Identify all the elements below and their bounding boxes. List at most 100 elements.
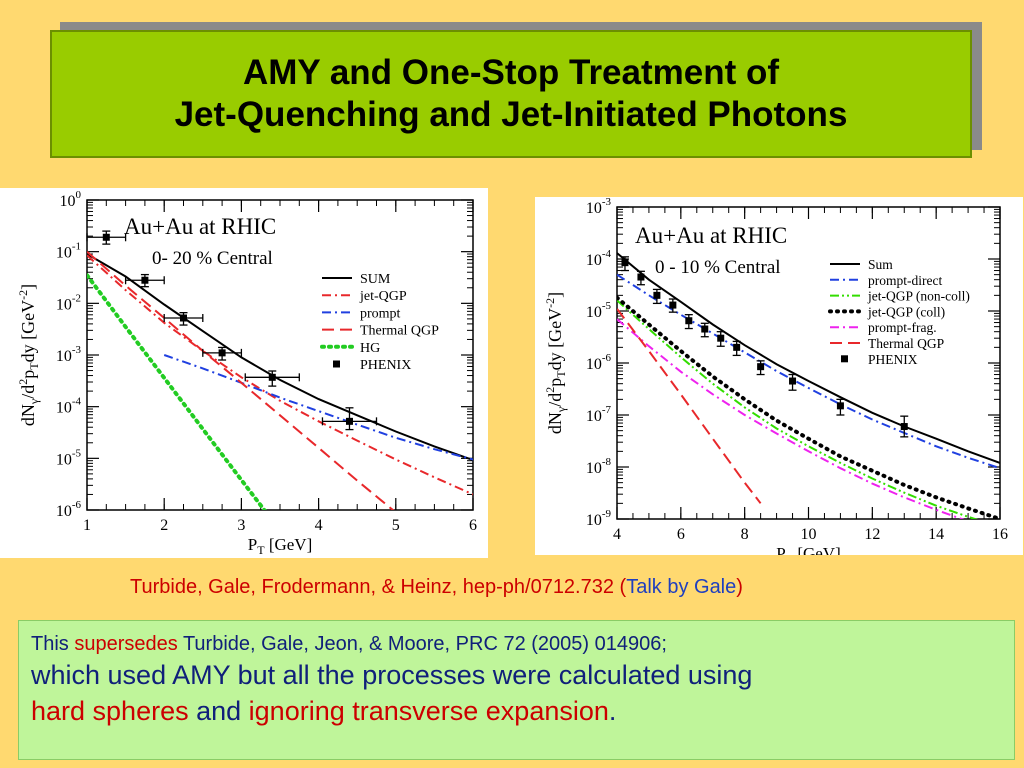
y-tick-base: 10: [56, 503, 72, 520]
y-tick-base: 10: [586, 304, 602, 321]
y-tick-exponent: -6: [72, 499, 82, 511]
y-tick-base: 10: [60, 193, 76, 210]
y-tick-exponent: -4: [602, 248, 612, 260]
legend-label: Thermal QGP: [868, 336, 944, 351]
y-tick-label: 10-7: [586, 404, 612, 425]
y-tick-base: 10: [586, 356, 602, 373]
note-reference: Turbide, Gale, Jeon, & Moore, PRC 72 (20…: [177, 633, 667, 655]
y-tick-exponent: -7: [602, 404, 612, 416]
data-point: [141, 276, 149, 284]
series-line-4: [617, 318, 965, 519]
legend-label: prompt-frag.: [868, 320, 937, 335]
data-point: [653, 291, 661, 299]
plot-frame: [616, 206, 1001, 520]
x-tick-label: 4: [613, 526, 621, 543]
legend-label: PHENIX: [360, 358, 411, 373]
y-tick-base: 10: [586, 460, 602, 477]
note-box: This supersedes Turbide, Gale, Jeon, & M…: [18, 620, 1015, 760]
series-line-0: [617, 252, 1000, 464]
note-period: .: [608, 696, 617, 726]
legend-label: jet-QGP: [359, 289, 407, 304]
x-tick-label: 10: [801, 526, 817, 543]
data-point: [685, 317, 693, 325]
legend-label: prompt-direct: [868, 273, 942, 288]
y-tick-exponent: -3: [602, 197, 612, 208]
annotation-line-1: Au+Au at RHIC: [124, 214, 276, 239]
y-tick-exponent: -2: [72, 292, 81, 304]
legend-marker: [333, 360, 340, 368]
y-tick-base: 10: [586, 252, 602, 269]
note-and: and: [188, 696, 249, 726]
slide-title: AMY and One-Stop Treatment of Jet-Quench…: [50, 30, 972, 158]
data-point: [621, 259, 629, 267]
series-line-5: [617, 308, 762, 504]
x-tick-label: 14: [928, 526, 944, 543]
data-point: [669, 301, 677, 309]
x-axis-label: PT [GeV]: [248, 535, 312, 557]
y-tick-exponent: -5: [72, 447, 82, 459]
data-point: [733, 343, 741, 351]
data-point: [836, 402, 844, 410]
annotation-line-2: 0 - 10 % Central: [655, 257, 781, 278]
data-point: [102, 233, 110, 241]
y-tick-base: 10: [586, 408, 602, 425]
legend-label: PHENIX: [868, 352, 918, 367]
legend-label: SUM: [360, 272, 391, 287]
plot-right-panel: 4 6 8 10 12 14 16 10-9 10-8 10-7 10-6 10-5 10-4 10-3 A…: [535, 197, 1023, 555]
x-tick-label: 6: [469, 517, 477, 534]
y-tick-label: 10-9: [586, 508, 612, 529]
x-tick-label: 3: [237, 517, 245, 534]
series-line-3: [617, 295, 1000, 519]
data-point: [268, 373, 276, 381]
series-line-1: [87, 254, 473, 496]
plot-frame: [86, 199, 474, 511]
data-point: [701, 325, 709, 333]
y-tick-base: 10: [56, 348, 72, 365]
note-this: This: [31, 633, 75, 655]
y-tick-base: 10: [56, 296, 72, 313]
title-line-2: Jet-Quenching and Jet-Initiated Photons: [174, 95, 848, 134]
y-tick-base: 10: [56, 245, 72, 262]
x-tick-label: 1: [83, 517, 91, 534]
annotation-line-1: Au+Au at RHIC: [635, 223, 787, 248]
legend-label: prompt: [360, 306, 401, 321]
y-tick-label: 10-8: [586, 456, 612, 477]
talk-link[interactable]: Talk by Gale: [626, 576, 737, 598]
plot-left-panel: 1 2 3 4 5 6 10-6 10-5 10-4 10-3 10-2 10-1 100 Au+Au a…: [0, 188, 488, 558]
citation: Turbide, Gale, Frodermann, & Heinz, hep-…: [130, 576, 743, 599]
y-tick-exponent: -1: [72, 241, 81, 253]
note-supersedes: supersedes: [74, 633, 178, 655]
series-line-4: [87, 273, 267, 510]
note-ignoring: ignoring transverse expansion: [248, 696, 609, 726]
data-point: [345, 417, 353, 425]
legend-label: HG: [360, 341, 380, 356]
series-line-2: [617, 299, 979, 519]
data-point: [717, 334, 725, 342]
data-point: [218, 349, 226, 357]
y-tick-exponent: -3: [72, 344, 82, 356]
data-point: [757, 363, 765, 371]
y-tick-base: 10: [56, 451, 72, 468]
note-line-2: which used AMY but all the processes wer…: [31, 660, 753, 690]
x-tick-label: 6: [677, 526, 685, 543]
y-tick-base: 10: [56, 400, 72, 417]
x-tick-label: 16: [992, 526, 1008, 543]
y-axis-label: dNγ/d2pTdy [GeV-2]: [543, 292, 568, 434]
y-tick-exponent: -5: [602, 300, 612, 312]
x-axis-label: PT [GeV]: [776, 544, 840, 555]
data-point: [900, 423, 908, 431]
y-tick-exponent: -9: [602, 508, 612, 520]
data-point: [180, 314, 187, 322]
citation-text: Turbide, Gale, Frodermann, & Heinz, hep-…: [130, 576, 627, 598]
y-axis-label: dNγ/d2pTdy [GeV-2]: [16, 284, 41, 426]
note-line-1: This supersedes Turbide, Gale, Jeon, & M…: [31, 631, 1002, 657]
legend-marker: [841, 355, 848, 363]
series-line-3: [87, 250, 395, 510]
data-point: [789, 377, 797, 385]
x-tick-label: 8: [741, 526, 749, 543]
y-tick-label: 10-4: [56, 396, 82, 417]
series-line-2: [163, 354, 473, 461]
x-tick-label: 5: [392, 517, 400, 534]
y-tick-label: 10-4: [586, 248, 612, 269]
